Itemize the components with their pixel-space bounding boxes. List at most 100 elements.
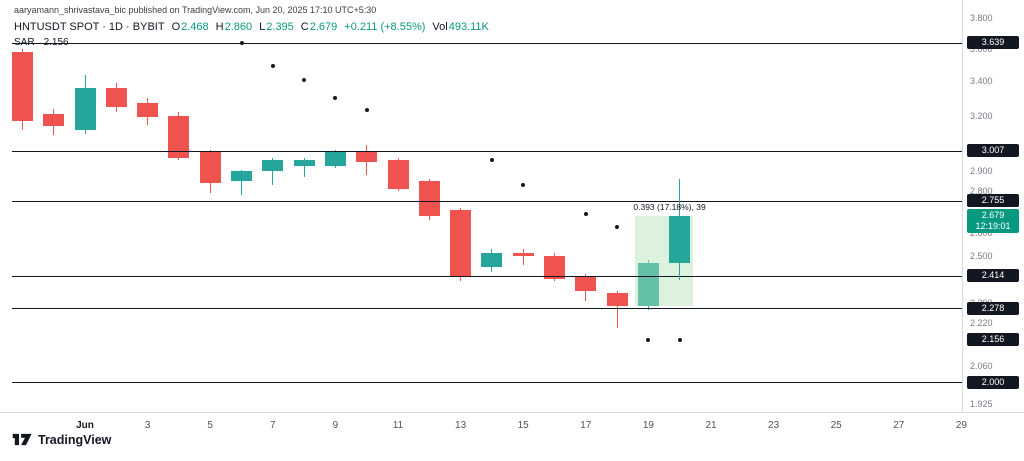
sar-dot xyxy=(270,64,275,69)
time-axis-label: 25 xyxy=(830,420,842,431)
candle-body xyxy=(450,209,472,277)
open-value: 2.468 xyxy=(181,21,209,33)
indicator-value: 2.156 xyxy=(43,37,69,48)
candle-body xyxy=(387,159,409,190)
candle-body xyxy=(418,181,440,217)
candle-wick xyxy=(272,157,274,186)
candle-wick xyxy=(241,169,242,196)
low-value: 2.395 xyxy=(266,21,294,33)
price-axis-label: 3.200 xyxy=(970,110,993,121)
open-label: O xyxy=(171,21,181,33)
sar-value-badge: 2.156 xyxy=(967,333,1019,347)
high-label: H xyxy=(215,21,224,33)
indicator-name[interactable]: SAR xyxy=(14,37,35,48)
time-axis-label: 9 xyxy=(332,420,339,431)
symbol-title[interactable]: HNTUSDT SPOT · 1D · BYBIT xyxy=(14,21,165,33)
price-level-badge: 2.278 xyxy=(967,301,1019,315)
indicator-legend: SAR 2.156 xyxy=(14,37,69,48)
candle-body xyxy=(512,253,534,256)
chart-canvas[interactable]: 0.393 (17.18%), 39 xyxy=(0,0,962,412)
candle-body xyxy=(199,152,221,184)
price-level-line[interactable] xyxy=(12,382,962,384)
candle-body xyxy=(293,159,315,166)
candle-body xyxy=(575,276,597,291)
price-level-line[interactable] xyxy=(12,42,962,44)
time-axis-label: 19 xyxy=(642,420,654,431)
last-price-value: 2.679 xyxy=(981,210,1005,221)
candle-body xyxy=(637,263,659,306)
sar-dot xyxy=(489,157,494,162)
tradingview-logo-text: TradingView xyxy=(38,432,112,447)
candle-body xyxy=(11,51,33,121)
low-label: L xyxy=(259,21,266,33)
price-level-badge: 2.755 xyxy=(967,194,1019,208)
price-axis-label: 2.900 xyxy=(970,166,993,177)
time-axis-label: 27 xyxy=(893,420,905,431)
candle-body xyxy=(105,87,127,107)
sar-dot xyxy=(583,212,588,217)
price-axis-label: 3.400 xyxy=(970,76,993,87)
price-level-badge: 3.639 xyxy=(967,36,1019,50)
time-axis-label: 5 xyxy=(207,420,213,431)
price-axis[interactable]: 3.8003.6003.4003.2002.9002.8002.6002.500… xyxy=(962,0,1024,412)
time-axis-label: 23 xyxy=(768,420,780,431)
close-value: 2.679 xyxy=(309,21,338,33)
price-level-badge: 2.414 xyxy=(967,269,1019,283)
candle-body xyxy=(231,171,252,182)
ohlc-high: H 2.860 xyxy=(216,21,252,33)
candle-wick xyxy=(616,290,618,329)
last-price-badge: 2.679 12:19:01 xyxy=(967,209,1019,234)
sar-dot xyxy=(364,108,369,113)
price-level-line[interactable] xyxy=(12,150,962,152)
price-axis-label: 2.600 xyxy=(970,228,993,239)
time-axis-label: Jun xyxy=(76,420,94,431)
sar-dot xyxy=(677,337,682,342)
price-axis-label: 2.800 xyxy=(970,186,993,197)
price-axis-label: 3.800 xyxy=(970,13,993,24)
candle-body xyxy=(356,152,378,162)
countdown: 12:19:01 xyxy=(975,221,1011,232)
time-axis-label: 11 xyxy=(392,420,404,431)
sar-dot xyxy=(646,337,651,342)
time-axis-label: 3 xyxy=(144,420,151,431)
candle-body xyxy=(262,159,284,172)
ohlc-close: C 2.679 xyxy=(301,21,337,33)
candle-body xyxy=(544,255,565,279)
volume-label: Vol xyxy=(432,21,448,33)
legend: HNTUSDT SPOT · 1D · BYBIT O 2.468 H 2.860 … xyxy=(14,21,489,33)
candle-body xyxy=(74,87,96,130)
price-axis-label: 2.060 xyxy=(970,360,993,371)
price-level-line[interactable] xyxy=(12,308,962,310)
change-value: +0.211 (+8.55%) xyxy=(344,21,426,33)
candle-body xyxy=(669,216,691,264)
time-axis-label: 21 xyxy=(705,420,717,431)
candle-body xyxy=(168,115,190,158)
time-axis-label: 13 xyxy=(455,420,467,431)
time-axis[interactable]: Jun 3 5 7 9 11 13 15 17 19 21 23 25 27 29 xyxy=(0,412,1024,461)
price-axis-label: 2.500 xyxy=(970,250,993,261)
time-axis-label: 15 xyxy=(517,420,529,431)
high-value: 2.860 xyxy=(224,21,253,33)
price-axis-label: 1.925 xyxy=(970,399,993,410)
price-axis-label: 2.220 xyxy=(970,318,993,329)
price-level-line[interactable] xyxy=(12,200,962,202)
range-annotation-label: 0.393 (17.18%), 39 xyxy=(633,202,706,213)
attribution-text: aaryamann_shrivastava_bic published on T… xyxy=(14,5,377,15)
tradingview-logo[interactable]: TradingView xyxy=(12,432,111,447)
ohlc-low: L 2.395 xyxy=(259,21,294,33)
time-axis-label: 17 xyxy=(580,420,592,431)
candle-body xyxy=(137,103,159,118)
tradingview-logo-icon xyxy=(12,433,32,446)
close-label: C xyxy=(300,21,309,33)
sar-dot xyxy=(521,183,526,188)
candle-wick xyxy=(303,157,305,178)
candle-wick xyxy=(522,248,524,265)
sar-dot xyxy=(615,224,620,229)
candle-body xyxy=(606,293,628,306)
sar-dot xyxy=(239,40,244,45)
price-level-badge: 3.007 xyxy=(967,144,1019,158)
candle-body xyxy=(43,113,65,127)
volume-value: 493.11K xyxy=(448,21,489,33)
price-level-line[interactable] xyxy=(12,275,962,277)
